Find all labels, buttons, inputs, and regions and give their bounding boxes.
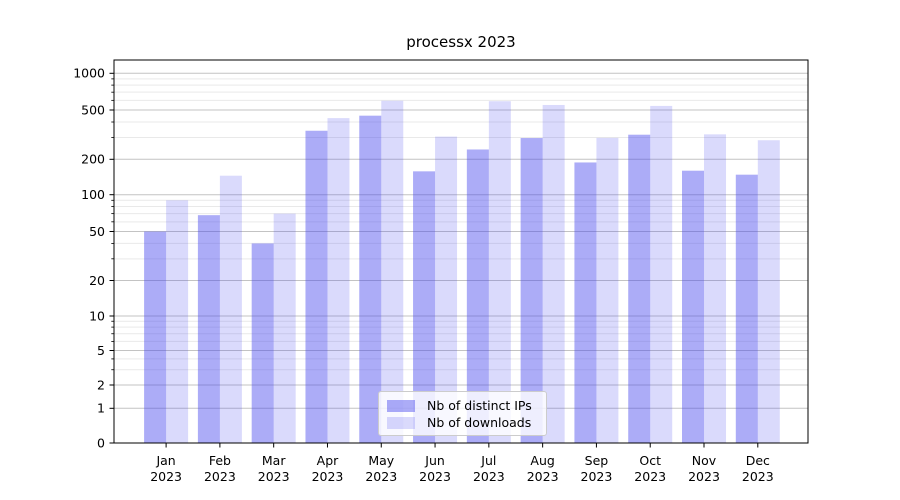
bar-downloads-feb <box>219 175 242 443</box>
legend-item-downloads: Nb of downloads <box>387 415 538 430</box>
bar-distinct-ips-may <box>359 115 382 443</box>
bar-distinct-ips-nov <box>682 170 705 443</box>
bar-downloads-apr <box>327 118 350 443</box>
x-tick-label-year: 2023 <box>688 469 720 484</box>
bar-distinct-ips-dec <box>735 174 758 443</box>
y-tick-label: 500 <box>81 102 105 117</box>
bar-distinct-ips-jul <box>466 149 489 443</box>
bar-downloads-mar <box>273 213 296 443</box>
x-tick-label-month: Apr <box>317 453 339 468</box>
y-tick-label: 10 <box>89 308 105 323</box>
bar-downloads-jul <box>488 101 511 444</box>
x-tick-label-year: 2023 <box>312 469 344 484</box>
y-tick-label: 1000 <box>73 66 105 81</box>
x-tick-label-month: Mar <box>262 453 286 468</box>
x-tick-label-month: Jul <box>480 453 496 468</box>
bar-downloads-dec <box>757 140 780 443</box>
y-tick-label: 5 <box>97 343 105 358</box>
x-tick-label-year: 2023 <box>419 469 451 484</box>
legend-swatch-distinct-ips <box>387 399 415 412</box>
x-tick-label-year: 2023 <box>258 469 290 484</box>
x-tick-label-month: Feb <box>209 453 231 468</box>
chart-title: processx 2023 <box>406 33 516 51</box>
bar-distinct-ips-jan <box>144 231 167 443</box>
legend-swatch-downloads <box>387 416 415 429</box>
x-tick-label-year: 2023 <box>365 469 397 484</box>
bar-downloads-aug <box>542 104 565 444</box>
bar-downloads-jun <box>435 136 458 443</box>
y-tick-label: 100 <box>81 187 105 202</box>
x-tick-label-month: Dec <box>746 453 770 468</box>
bar-downloads-oct <box>650 105 673 444</box>
bar-distinct-ips-jun <box>413 171 436 443</box>
axes-frame <box>113 59 809 444</box>
bar-distinct-ips-sep <box>574 162 597 443</box>
x-tick-label-month: Aug <box>530 453 554 468</box>
y-tick-label: 1 <box>97 401 105 416</box>
y-tick-label: 20 <box>89 273 105 288</box>
bar-downloads-nov <box>704 134 727 443</box>
x-tick-label-month: Oct <box>639 453 661 468</box>
y-tick-label: 200 <box>81 152 105 167</box>
bar-downloads-jan <box>166 200 189 443</box>
x-tick-label-year: 2023 <box>581 469 613 484</box>
bar-downloads-may <box>381 100 404 444</box>
x-tick-label-year: 2023 <box>634 469 666 484</box>
bar-distinct-ips-aug <box>520 138 543 443</box>
legend-label-downloads: Nb of downloads <box>427 415 532 430</box>
legend-label-distinct-ips: Nb of distinct IPs <box>427 398 532 413</box>
legend: Nb of distinct IPs Nb of downloads <box>378 391 547 436</box>
x-tick-label-month: Jun <box>424 453 445 468</box>
x-tick-label-year: 2023 <box>473 469 505 484</box>
x-tick-label-year: 2023 <box>742 469 774 484</box>
bar-distinct-ips-mar <box>251 243 274 443</box>
y-tick-label: 50 <box>89 224 105 239</box>
bar-distinct-ips-feb <box>197 215 220 443</box>
bar-distinct-ips-apr <box>305 130 328 444</box>
bar-distinct-ips-oct <box>628 134 651 443</box>
y-tick-label: 0 <box>97 435 105 450</box>
bar-downloads-sep <box>596 137 619 443</box>
y-tick-label: 2 <box>97 377 105 392</box>
x-tick-label-month: May <box>368 453 394 468</box>
x-tick-label-year: 2023 <box>527 469 559 484</box>
x-tick-label-month: Jan <box>155 453 175 468</box>
x-tick-label-month: Sep <box>585 453 609 468</box>
x-tick-label-month: Nov <box>692 453 717 468</box>
x-tick-label-year: 2023 <box>204 469 236 484</box>
legend-item-distinct-ips: Nb of distinct IPs <box>387 398 538 413</box>
x-tick-label-year: 2023 <box>150 469 182 484</box>
